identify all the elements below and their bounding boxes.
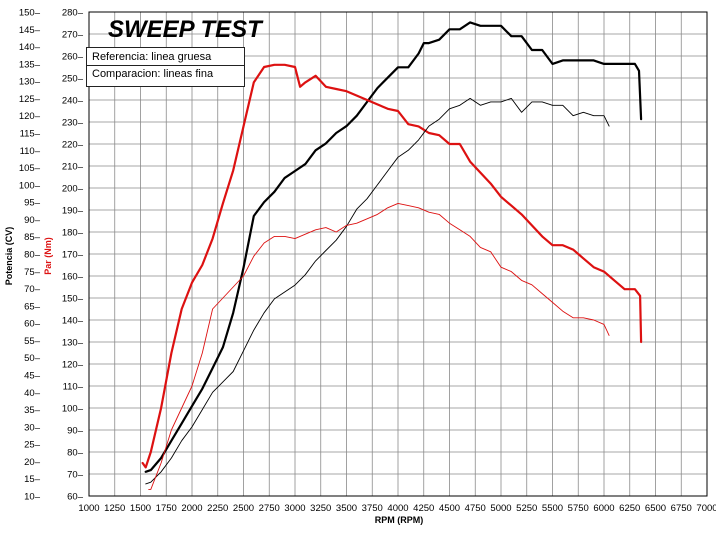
reference-torque-line xyxy=(141,63,643,469)
torque-tick-label: 100– xyxy=(62,404,84,415)
torque-tick-label: 210– xyxy=(62,162,84,173)
torque-tick-label: 180– xyxy=(62,228,84,239)
x-tick-label: 2250 xyxy=(207,503,228,514)
x-tick-label: 2750 xyxy=(259,503,280,514)
torque-tick-label: 90– xyxy=(67,426,84,437)
x-axis: 1000 1250 1500 1750 2000 2250 2500 2750 3000 3250… xyxy=(78,503,716,514)
torque-tick-label: 140– xyxy=(62,316,84,327)
torque-tick-label: 130– xyxy=(62,338,84,349)
torque-tick-label: 120– xyxy=(62,360,84,371)
x-tick-label: 6500 xyxy=(645,503,666,514)
torque-tick-label: 250– xyxy=(62,74,84,85)
torque-tick-label: 70– xyxy=(67,470,84,481)
x-tick-label: 1750 xyxy=(156,503,177,514)
x-tick-label: 4500 xyxy=(439,503,460,514)
power-tick-label: 125– xyxy=(19,94,41,105)
power-tick-label: 110– xyxy=(20,146,41,157)
x-tick-label: 4250 xyxy=(413,503,434,514)
x-tick-label: 6250 xyxy=(619,503,640,514)
legend: Referencia: linea gruesa Comparacion: li… xyxy=(86,47,245,87)
x-tick-label: 1250 xyxy=(104,503,125,514)
series-layer xyxy=(141,21,643,490)
torque-tick-label: 60– xyxy=(67,492,84,503)
power-tick-label: 45– xyxy=(24,371,41,382)
power-tick-label: 65– xyxy=(24,301,41,312)
x-tick-label: 2000 xyxy=(181,503,202,514)
power-tick-label: 70– xyxy=(24,284,41,295)
power-tick-label: 115– xyxy=(20,129,41,140)
torque-tick-label: 160– xyxy=(62,272,84,283)
torque-tick-label: 190– xyxy=(62,206,84,217)
torque-axis: 60– 70– 80– 90– 100– 110– 120– 130– 140– 150– 160–… xyxy=(62,8,84,503)
power-tick-label: 75– xyxy=(24,267,41,278)
x-tick-label: 3000 xyxy=(284,503,305,514)
power-tick-label: 95– xyxy=(24,198,41,209)
comparison-power-line xyxy=(145,97,610,485)
power-tick-label: 90– xyxy=(24,215,41,226)
x-tick-label: 6750 xyxy=(671,503,692,514)
x-tick-label: 5250 xyxy=(516,503,537,514)
x-tick-label: 5500 xyxy=(542,503,563,514)
power-tick-label: 15– xyxy=(24,474,41,485)
power-tick-label: 120– xyxy=(19,111,41,122)
x-tick-label: 3500 xyxy=(336,503,357,514)
power-axis-title: Potencia (CV) xyxy=(4,227,14,286)
power-tick-label: 85– xyxy=(24,232,41,243)
power-tick-label: 50– xyxy=(24,353,41,364)
x-tick-label: 5750 xyxy=(568,503,589,514)
power-tick-label: 40– xyxy=(24,388,41,399)
x-tick-label: 7000 xyxy=(696,503,716,514)
x-tick-label: 4000 xyxy=(387,503,408,514)
power-tick-label: 130– xyxy=(19,77,41,88)
power-tick-label: 135– xyxy=(19,59,41,70)
torque-tick-label: 200– xyxy=(62,184,84,195)
power-axis: 10– 15– 20– 25– 30– 35– 40– 45– 50– 55– 60– 65– 70– 7… xyxy=(19,8,41,503)
power-tick-label: 10– xyxy=(24,492,41,503)
power-tick-label: 150– xyxy=(19,8,41,19)
chart-title: SWEEP TEST xyxy=(108,16,264,43)
torque-tick-label: 270– xyxy=(62,30,84,41)
torque-tick-label: 280– xyxy=(62,8,84,19)
torque-tick-label: 260– xyxy=(62,52,84,63)
power-tick-label: 20– xyxy=(24,457,41,468)
power-tick-label: 60– xyxy=(24,319,41,330)
reference-power-line xyxy=(144,21,643,473)
torque-tick-label: 220– xyxy=(62,140,84,151)
power-tick-label: 105– xyxy=(19,163,41,174)
x-tick-label: 3250 xyxy=(310,503,331,514)
power-tick-label: 100– xyxy=(19,180,41,191)
x-tick-label: 2500 xyxy=(233,503,254,514)
comparison-torque-line xyxy=(148,202,610,490)
x-tick-label: 1000 xyxy=(78,503,99,514)
torque-tick-label: 240– xyxy=(62,96,84,107)
torque-tick-label: 110– xyxy=(63,382,84,393)
power-tick-label: 80– xyxy=(24,250,41,261)
power-tick-label: 55– xyxy=(24,336,41,347)
legend-entry-reference: Referencia: linea gruesa xyxy=(92,51,212,63)
torque-tick-label: 80– xyxy=(67,448,84,459)
plot-frame xyxy=(88,11,708,497)
x-tick-label: 5000 xyxy=(490,503,511,514)
torque-tick-label: 150– xyxy=(62,294,84,305)
power-tick-label: 35– xyxy=(24,405,41,416)
x-tick-label: 3750 xyxy=(362,503,383,514)
legend-entry-comparison: Comparacion: lineas fina xyxy=(87,65,244,80)
x-tick-label: 1500 xyxy=(130,503,151,514)
torque-axis-title: Par (Nm) xyxy=(43,237,53,275)
power-tick-label: 140– xyxy=(19,42,41,53)
power-tick-label: 30– xyxy=(24,422,41,433)
x-tick-label: 4750 xyxy=(465,503,486,514)
torque-tick-label: 230– xyxy=(62,118,84,129)
torque-tick-label: 170– xyxy=(62,250,84,261)
x-tick-label: 6000 xyxy=(593,503,614,514)
x-axis-title: RPM (RPM) xyxy=(375,515,424,525)
power-tick-label: 25– xyxy=(24,440,41,451)
power-tick-label: 145– xyxy=(19,25,41,36)
